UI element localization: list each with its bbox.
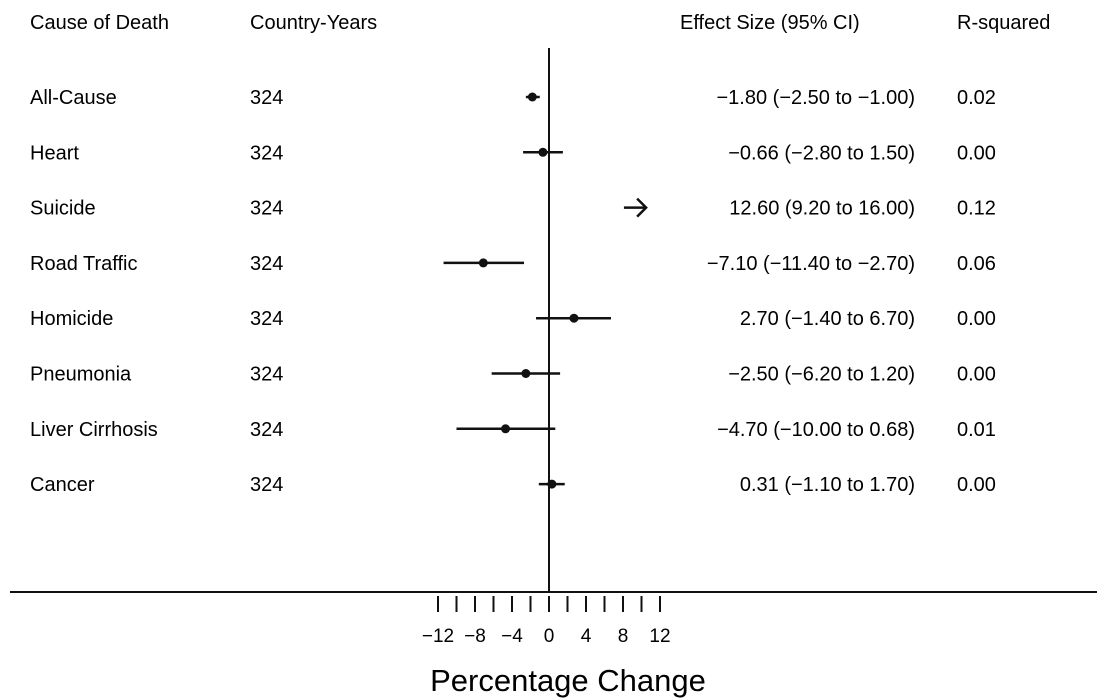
- x-axis-title: Percentage Change: [430, 663, 706, 698]
- row-country-years: 324: [250, 474, 283, 496]
- row-country-years: 324: [250, 419, 283, 441]
- row-cause-label: Cancer: [30, 474, 95, 496]
- header-country-years: Country-Years: [250, 12, 377, 34]
- row-r-squared: 0.06: [957, 253, 996, 275]
- row-r-squared: 0.00: [957, 474, 996, 496]
- truncation-arrow: [636, 197, 648, 218]
- x-tick-label: −8: [464, 626, 486, 647]
- row-cause-label: Suicide: [30, 198, 96, 220]
- effect-markers: [443, 92, 648, 489]
- row-effect-text: 12.60 (9.20 to 16.00): [729, 198, 915, 220]
- point-estimate: [538, 147, 548, 157]
- row-r-squared: 0.00: [957, 308, 996, 330]
- row-cause-label: Road Traffic: [30, 253, 137, 275]
- x-tick-label: 12: [649, 626, 670, 647]
- row-effect-text: −0.66 (−2.80 to 1.50): [728, 142, 915, 164]
- point-estimate: [569, 313, 579, 323]
- row-r-squared: 0.00: [957, 364, 996, 386]
- x-tick-label: 8: [618, 626, 629, 647]
- row-cause-label: Heart: [30, 142, 79, 164]
- row-cause-label: Liver Cirrhosis: [30, 419, 158, 441]
- x-axis-ticks: −12 −8 −4 0 4 8 12: [422, 596, 671, 647]
- row-country-years: 324: [250, 308, 283, 330]
- row-effect-text: −1.80 (−2.50 to −1.00): [717, 87, 916, 109]
- row-country-years: 324: [250, 253, 283, 275]
- row-country-years: 324: [250, 198, 283, 220]
- data-rows: All-Cause 324 −1.80 (−2.50 to −1.00) 0.02 He…: [30, 87, 996, 496]
- row-cause-label: Homicide: [30, 308, 113, 330]
- row-cause-label: Pneumonia: [30, 364, 132, 386]
- point-estimate: [527, 92, 537, 102]
- x-tick-label: 4: [581, 626, 592, 647]
- row-country-years: 324: [250, 142, 283, 164]
- header-cause-of-death: Cause of Death: [30, 12, 169, 34]
- point-estimate: [521, 369, 531, 378]
- row-effect-text: −4.70 (−10.00 to 0.68): [717, 419, 915, 441]
- row-r-squared: 0.01: [957, 419, 996, 441]
- point-estimate: [501, 424, 511, 434]
- point-estimate: [478, 258, 488, 268]
- header-effect-size: Effect Size (95% CI): [680, 12, 860, 34]
- row-country-years: 324: [250, 87, 283, 109]
- row-effect-text: 0.31 (−1.10 to 1.70): [740, 474, 915, 496]
- row-r-squared: 0.00: [957, 142, 996, 164]
- x-tick-label: −12: [422, 626, 454, 647]
- column-headers: Cause of Death Country-Years Effect Size…: [30, 12, 1050, 34]
- row-country-years: 324: [250, 364, 283, 386]
- header-r-squared: R-squared: [957, 12, 1050, 34]
- x-tick-label: 0: [544, 626, 555, 647]
- x-tick-label: −4: [501, 626, 523, 647]
- row-effect-text: 2.70 (−1.40 to 6.70): [740, 308, 915, 330]
- row-r-squared: 0.02: [957, 87, 996, 109]
- row-effect-text: −7.10 (−11.40 to −2.70): [707, 253, 915, 275]
- row-r-squared: 0.12: [957, 198, 996, 220]
- row-cause-label: All-Cause: [30, 87, 117, 109]
- row-effect-text: −2.50 (−6.20 to 1.20): [728, 364, 915, 386]
